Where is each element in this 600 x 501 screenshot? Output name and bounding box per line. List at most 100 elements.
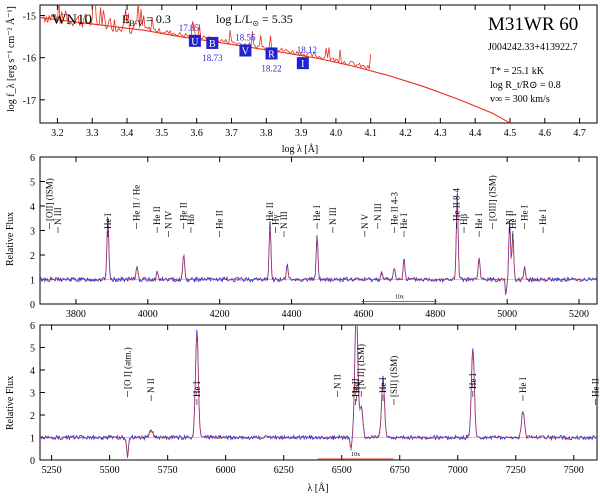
phot-box-V — [239, 44, 252, 57]
sed-xtick-label: 3.3 — [86, 128, 99, 139]
spectrum-panel-red: 5250 5500 5750 6000 6250 6500 6750 7000 7250 7500… — [5, 321, 600, 494]
p1-line-label: N II — [505, 210, 515, 225]
phot-band-V: V — [242, 47, 250, 58]
sed-xtick-label: 4.5 — [504, 128, 517, 139]
spec2-ylabel: Relative Flux — [5, 376, 16, 430]
p2-ytick-label: 0 — [30, 456, 35, 467]
p2-observed-spectrum — [40, 325, 597, 458]
sed-ylabel: log f_λ [erg s⁻¹ cm⁻² Å⁻¹] — [5, 6, 17, 112]
phot-box-I — [296, 57, 309, 70]
spec1-curves: 10x — [40, 194, 597, 302]
p1-line-label: He I — [103, 213, 113, 229]
ebv-label: EB-V = 0.3 — [122, 12, 171, 28]
p2-xtick-label: 7250 — [506, 465, 526, 476]
p2-xtick-label: 5750 — [158, 465, 178, 476]
p1-clipped — [40, 194, 597, 302]
p1-line-label: He II 4-3 — [389, 192, 399, 225]
p1-line-label: Hγ — [270, 215, 280, 225]
sed-model-continuum — [40, 17, 511, 123]
phot-mag-I: 18.12 — [297, 45, 317, 55]
p1-line-label: He I — [474, 213, 484, 229]
p2-line-label: He I — [192, 381, 202, 397]
p1-line-label: He I — [519, 205, 529, 221]
p1-line-label: He I — [508, 213, 518, 229]
p1-line-label: He II 8-4 — [451, 188, 461, 221]
phot-box-B — [206, 36, 219, 49]
p1-ytick-label: 6 — [30, 153, 35, 164]
sed-y-ticks: -15 -16 -17 — [23, 12, 45, 107]
p2-ytick-label: 6 — [30, 321, 35, 332]
p1-line-label: N V — [360, 213, 370, 229]
sed-frame — [39, 4, 598, 124]
phot-band-U: U — [191, 37, 199, 48]
p1-line-label: N III — [328, 207, 338, 225]
p1-line-label: N IV — [164, 210, 174, 229]
sed-panel: 3.2 3.3 3.4 3.5 3.6 3.7 3.8 3.9 4.0 4.1 4.2 4.3 4.4 4… — [5, 4, 598, 155]
phot-mag-B: 18.73 — [202, 53, 223, 63]
phot-mag-R: 18.22 — [261, 63, 281, 73]
phot-mag-V: 18.56 — [235, 33, 256, 43]
p1-xtick-label: 4400 — [282, 309, 302, 320]
p1-ytick-label: 2 — [30, 251, 35, 262]
p2-xtick-label: 6000 — [216, 465, 236, 476]
p2-model-spectrum — [40, 325, 597, 458]
sed-xtick-label: 4.6 — [539, 128, 552, 139]
p2-xtick-label: 7500 — [564, 465, 584, 476]
p2-ytick-label: 1 — [30, 434, 35, 445]
p1-xtick-label: 4000 — [138, 309, 158, 320]
sed-xtick-label: 4.1 — [364, 128, 377, 139]
sed-xtick-label: 3.9 — [295, 128, 308, 139]
spec1-y-ticks: 0 1 2 3 4 5 6 — [30, 153, 45, 311]
p1-line-label: Hβ — [459, 214, 469, 225]
p1-line-label: N III — [53, 207, 63, 225]
vinf: v∞ = 300 km/s — [490, 94, 550, 105]
sed-xtick-label: 4.0 — [330, 128, 343, 139]
sed-ytick-label: -16 — [23, 54, 36, 65]
p2-xtick-label: 5500 — [100, 465, 120, 476]
p1-scalebar-label: 10x — [395, 295, 404, 301]
p2-line-label: He I — [468, 373, 478, 389]
p1-line-label: He I — [538, 209, 548, 225]
phot-band-R: R — [268, 49, 275, 60]
p2-line-label: N II — [333, 374, 343, 389]
spec1-x-ticks: 3800 4000 4200 4400 4600 4800 5000 5200 — [66, 157, 589, 320]
p2-scalebar-label: 10x — [351, 452, 360, 458]
sed-x-ticks: 3.2 3.3 3.4 3.5 3.6 3.7 3.8 3.9 4.0 4.1 4.2 4.3 4.4 4… — [51, 5, 586, 139]
teff: T* = 25.1 kK — [490, 66, 545, 77]
p2-xtick-label: 5250 — [42, 465, 62, 476]
p2-line-label: [SII] (ISM) — [389, 356, 399, 397]
p2-xtick-label: 6750 — [390, 465, 410, 476]
p2-line-label: N II — [146, 378, 156, 393]
sed-xtick-label: 3.7 — [225, 128, 238, 139]
p1-xtick-label: 4200 — [210, 309, 230, 320]
phot-box-U — [188, 34, 201, 47]
p1-line-label: He I — [312, 205, 322, 221]
p1-ytick-label: 1 — [30, 276, 35, 287]
wr-type: WN10 — [52, 12, 92, 28]
sed-xtick-label: 4.4 — [469, 128, 482, 139]
sed-xtick-label: 3.2 — [51, 128, 64, 139]
spectrum-panel-blue: 3800 4000 4200 4400 4600 4800 5000 5200 0 1 2 3 4 5 6… — [5, 153, 598, 320]
p1-ytick-label: 4 — [30, 202, 35, 213]
p2-xtick-label: 6500 — [332, 465, 352, 476]
spec2-x-ticks: 5250 5500 5750 6000 6250 6500 6750 7000 7250 7500 — [42, 325, 584, 476]
p1-line-label: He II — [179, 202, 189, 221]
p2-line-label: [O I] (atm.) — [122, 347, 132, 389]
sed-xtick-label: 3.4 — [121, 128, 134, 139]
p2-line-label: He II — [590, 378, 600, 397]
p1-xtick-label: 3800 — [66, 309, 86, 320]
p2-line-label: He I — [378, 377, 388, 393]
star-id: J004242.33+413922.7 — [488, 42, 578, 53]
logL-label: log L/L⊙ = 5.35 — [216, 12, 293, 28]
phot-band-I: I — [301, 59, 304, 70]
p1-line-label: Hδ — [186, 214, 196, 225]
phot-band-B: B — [209, 39, 216, 50]
spec2-y-ticks: 0 1 2 3 4 5 6 — [30, 321, 45, 467]
p1-line-label: [OIII] (ISM) — [487, 175, 497, 221]
p1-line-label: He II / He — [131, 185, 141, 221]
p2-ytick-label: 5 — [30, 344, 35, 355]
p1-ytick-label: 5 — [30, 178, 35, 189]
p1-ytick-label: 0 — [30, 300, 35, 311]
p2-clipped — [40, 325, 597, 460]
spec1-ylabel: Relative Flux — [5, 212, 16, 266]
